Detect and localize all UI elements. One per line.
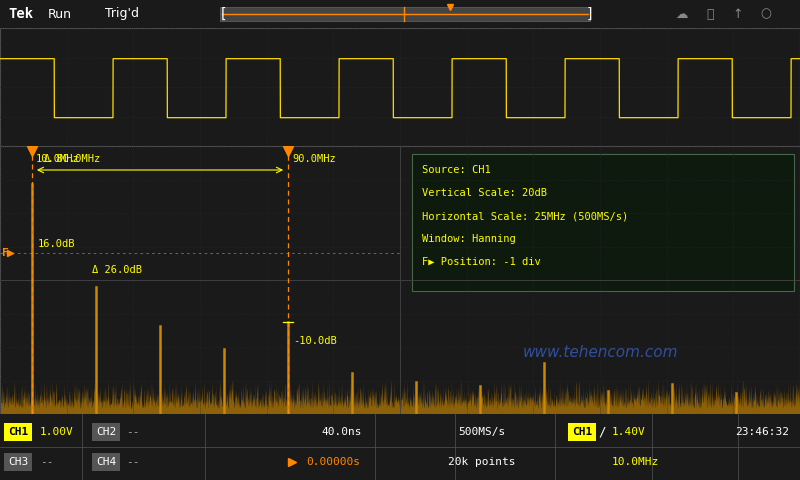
Text: 20k points: 20k points [448, 457, 516, 467]
Text: CH3: CH3 [8, 457, 28, 467]
Bar [568, 423, 596, 441]
Text: ☁: ☁ [676, 8, 688, 21]
Text: CH1: CH1 [572, 427, 592, 437]
Bar [92, 423, 120, 441]
Text: F▶ Position: -1 div: F▶ Position: -1 div [422, 257, 541, 267]
Text: Tek: Tek [8, 7, 33, 21]
Bar [4, 453, 32, 471]
Text: ⌖: ⌖ [706, 8, 714, 21]
Text: 1.00V: 1.00V [40, 427, 74, 437]
Text: Horizontal Scale: 25MHz (500MS/s): Horizontal Scale: 25MHz (500MS/s) [422, 211, 628, 221]
Text: --: -- [40, 457, 54, 467]
Text: F: F [2, 248, 9, 258]
Text: Trig'd: Trig'd [105, 8, 139, 21]
Bar [220, 7, 590, 21]
Text: 16.0dB: 16.0dB [38, 239, 75, 249]
Text: ○: ○ [761, 8, 771, 21]
Text: 40.0ns: 40.0ns [322, 427, 362, 437]
Bar [412, 154, 794, 291]
Text: ↑: ↑ [733, 8, 743, 21]
Text: 23:46:32: 23:46:32 [735, 427, 789, 437]
Text: Source: CH1: Source: CH1 [422, 165, 490, 175]
Text: --: -- [126, 457, 139, 467]
Text: CH2: CH2 [96, 427, 116, 437]
Text: CH4: CH4 [96, 457, 116, 467]
Text: [: [ [221, 7, 226, 21]
Text: 10.0MHz: 10.0MHz [612, 457, 659, 467]
Text: 10.0MHz: 10.0MHz [36, 154, 80, 164]
Text: Window: Hanning: Window: Hanning [422, 234, 516, 244]
Text: ]: ] [587, 7, 593, 21]
Text: --: -- [126, 427, 139, 437]
Text: 1.40V: 1.40V [612, 427, 646, 437]
Bar [92, 453, 120, 471]
Text: /: / [598, 425, 606, 438]
Text: 500MS/s: 500MS/s [458, 427, 506, 437]
Text: CH1: CH1 [8, 427, 28, 437]
Text: Run: Run [48, 8, 72, 21]
Text: Δ 26.0dB: Δ 26.0dB [92, 265, 142, 275]
Text: Δ 80.0MHz: Δ 80.0MHz [44, 154, 100, 164]
Text: Vertical Scale: 20dB: Vertical Scale: 20dB [422, 188, 547, 198]
Text: -10.0dB: -10.0dB [293, 336, 337, 346]
Text: 0.00000s: 0.00000s [306, 457, 360, 467]
Text: 90.0MHz: 90.0MHz [292, 154, 336, 164]
Bar [4, 423, 32, 441]
Text: www.tehencom.com: www.tehencom.com [522, 345, 678, 360]
